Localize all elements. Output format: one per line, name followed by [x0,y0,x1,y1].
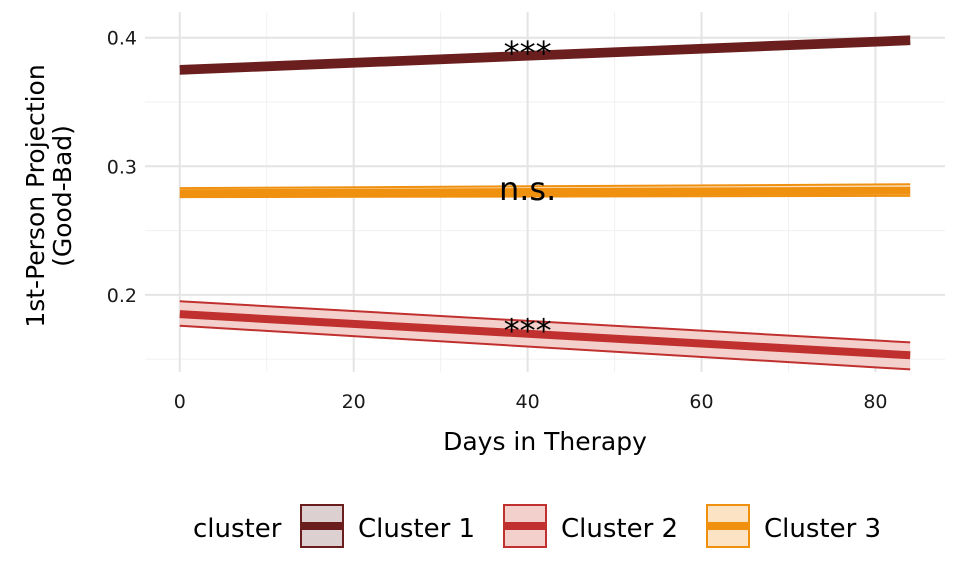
plot-panel: *** *** n.s. [145,12,945,372]
legend-label-cluster-3: Cluster 3 [764,514,881,544]
ci-lower-line-cluster-2 [179,324,911,371]
series-line-cluster-3 [179,186,911,198]
x-tick-label: 80 [863,391,887,413]
x-tick-label: 60 [689,391,713,413]
significance-annotation-cluster-3: n.s. [499,170,556,208]
legend: cluster Cluster 1 Cluster 2 Cluster 3 [193,504,881,548]
x-axis-ticks: 0 20 40 60 80 [174,391,888,413]
y-tick-label: 0.2 [107,285,137,307]
annotations: *** *** n.s. [499,34,556,350]
y-tick-label: 0.3 [107,156,137,178]
legend-label-cluster-1: Cluster 1 [358,514,475,544]
y-axis-ticks: 0.2 0.3 0.4 [107,28,137,307]
x-tick-label: 20 [342,391,366,413]
x-tick-label: 40 [516,391,540,413]
significance-annotation-cluster-1: *** [504,34,552,72]
significance-annotation-cluster-2: *** [504,312,552,350]
ci-upper-line-cluster-3 [179,183,911,190]
y-axis-title-line-2: (Good-Bad) [48,125,77,267]
series-lines [179,35,911,371]
y-axis-title-line-1: 1st-Person Projection [21,64,50,327]
series-line-cluster-1 [179,36,911,74]
x-tick-label: 0 [174,391,186,413]
y-tick-label: 0.4 [107,28,137,50]
y-axis-title: 1st-Person Projection (Good-Bad) [21,64,77,327]
grid [145,12,945,372]
legend-title: cluster [193,514,282,544]
ci-lower-line-cluster-3 [179,194,911,199]
x-axis-title: Days in Therapy [443,427,647,456]
series-line-cluster-2 [179,310,911,360]
ci-upper-line-cluster-2 [179,300,911,344]
legend-label-cluster-2: Cluster 2 [561,514,678,544]
